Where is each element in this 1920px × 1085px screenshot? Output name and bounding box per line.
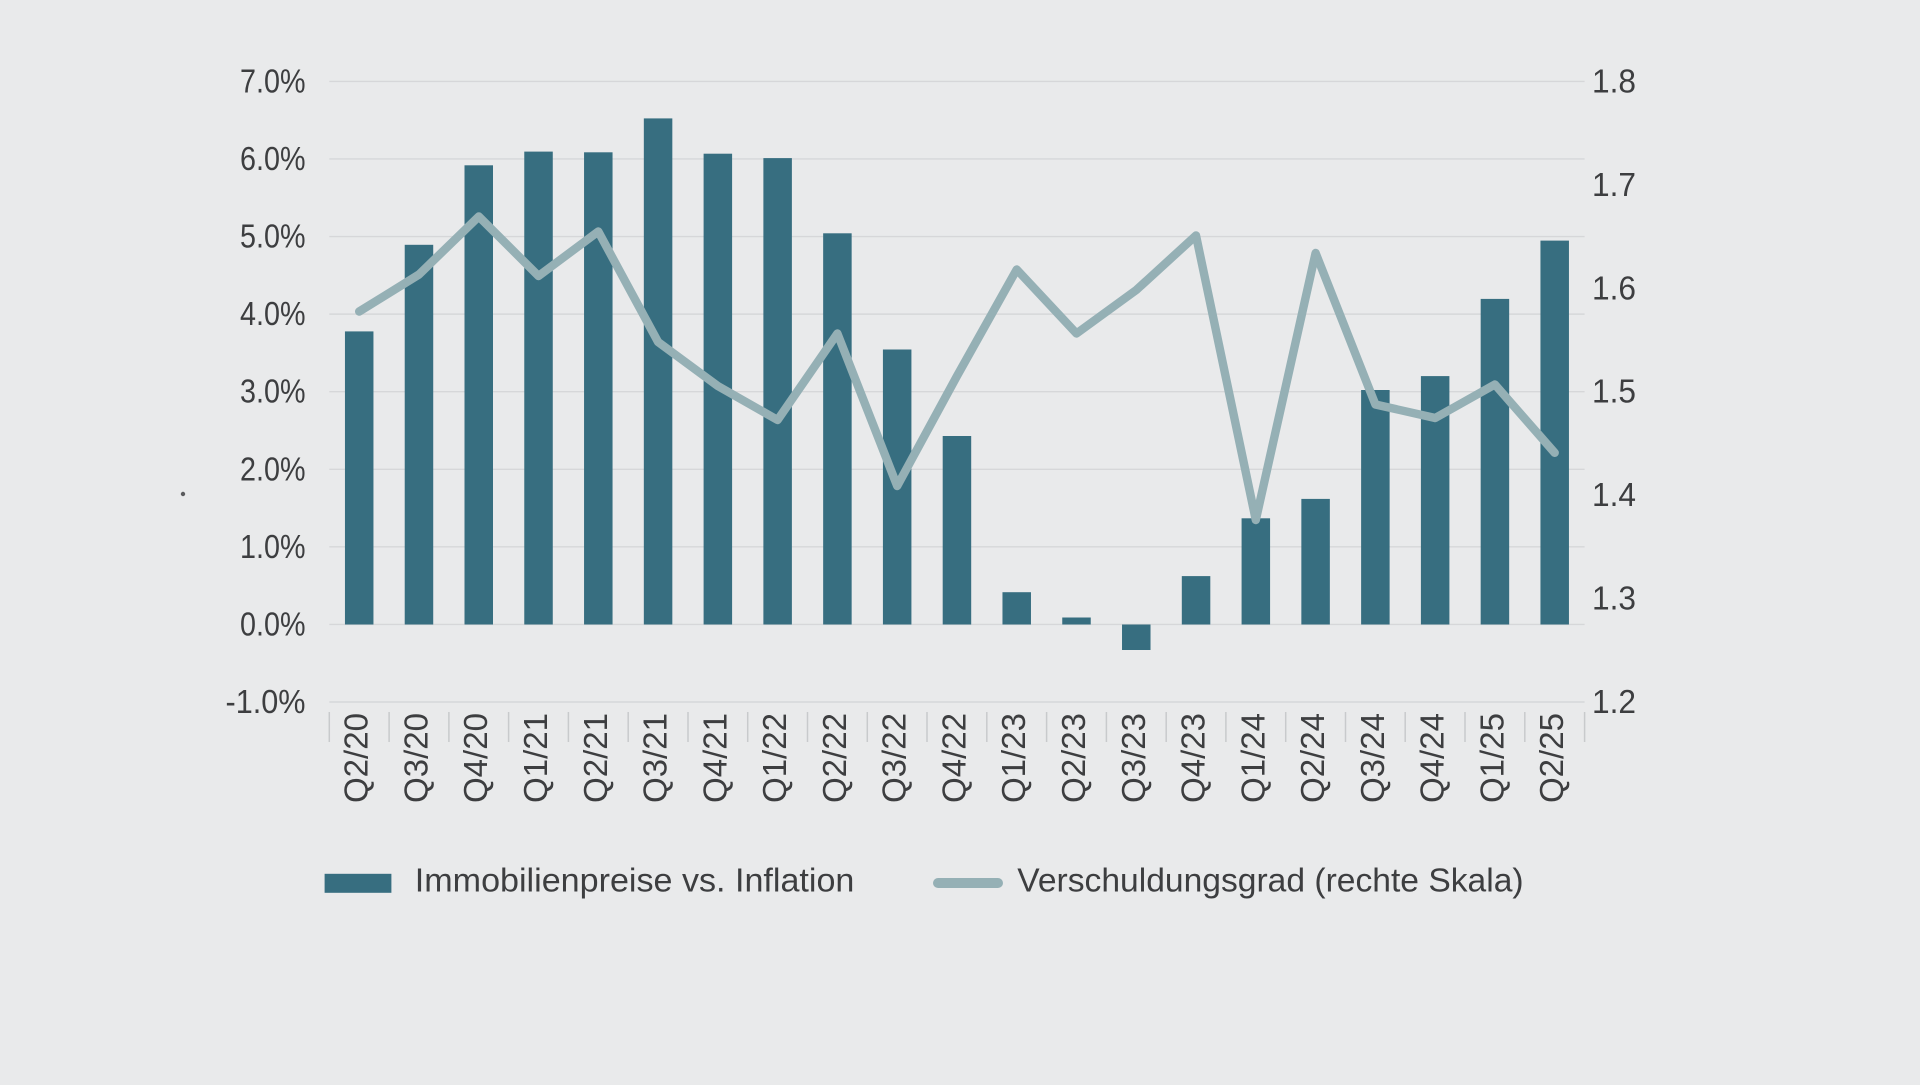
svg-text:Q1/23: Q1/23 [995, 713, 1032, 803]
svg-text:Q3/20: Q3/20 [398, 713, 435, 803]
svg-text:7.0%: 7.0% [240, 62, 306, 99]
svg-text:1.4: 1.4 [1592, 476, 1636, 513]
svg-text:Q3/23: Q3/23 [1115, 713, 1152, 803]
svg-text:Q4/23: Q4/23 [1175, 713, 1212, 803]
svg-text:-1.0%: -1.0% [226, 683, 306, 720]
svg-text:Q1/24: Q1/24 [1234, 713, 1271, 803]
svg-text:Q3/24: Q3/24 [1354, 713, 1391, 803]
svg-text:Q2/23: Q2/23 [1055, 713, 1092, 803]
svg-text:5.0%: 5.0% [240, 218, 306, 255]
svg-text:4.0%: 4.0% [240, 295, 306, 332]
svg-text:Q2/22: Q2/22 [816, 713, 853, 803]
svg-text:1.5: 1.5 [1592, 373, 1636, 410]
svg-text:1.2: 1.2 [1592, 683, 1636, 720]
svg-text:Q3/21: Q3/21 [637, 713, 674, 803]
svg-text:Q1/22: Q1/22 [756, 713, 793, 803]
svg-text:0.0%: 0.0% [240, 605, 306, 642]
svg-text:Q4/21: Q4/21 [696, 713, 733, 803]
svg-text:3.0%: 3.0% [240, 373, 306, 410]
svg-text:Q3/22: Q3/22 [876, 713, 913, 803]
svg-text:1.8: 1.8 [1592, 62, 1636, 99]
svg-text:Q2/20: Q2/20 [338, 713, 375, 803]
svg-text:Q1/21: Q1/21 [517, 713, 554, 803]
svg-text:2.0%: 2.0% [240, 450, 306, 487]
svg-text:Q2/25: Q2/25 [1533, 713, 1570, 803]
svg-text:Q4/24: Q4/24 [1414, 713, 1451, 803]
svg-text:1.0%: 1.0% [240, 528, 306, 565]
svg-text:1.3: 1.3 [1592, 580, 1636, 617]
svg-text:1.6: 1.6 [1592, 269, 1636, 306]
svg-text:Q2/21: Q2/21 [577, 713, 614, 803]
svg-text:Q4/20: Q4/20 [457, 713, 494, 803]
svg-text:Q1/25: Q1/25 [1473, 713, 1510, 803]
svg-text:Verschuldungsgrad (rechte Skal: Verschuldungsgrad (rechte Skala) [1017, 862, 1523, 899]
svg-text:Q2/24: Q2/24 [1294, 713, 1331, 803]
svg-text:Immobilienpreise vs. Inflation: Immobilienpreise vs. Inflation [415, 862, 855, 899]
svg-text:6.0%: 6.0% [240, 140, 306, 177]
svg-text:Q4/22: Q4/22 [936, 713, 973, 803]
svg-text:1.7: 1.7 [1592, 166, 1636, 203]
